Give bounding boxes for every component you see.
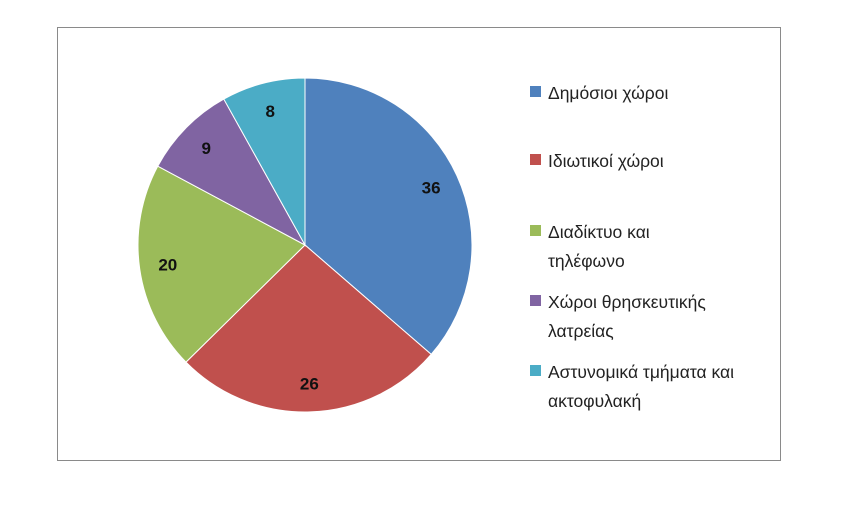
legend-label: Δημόσιοι χώροι (548, 83, 669, 103)
data-label-3: 9 (201, 139, 210, 158)
legend-label: Διαδίκτυο και τηλέφωνο (548, 222, 650, 271)
data-label-2: 20 (158, 256, 177, 275)
pie-slice-4 (223, 77, 306, 247)
legend-item-internet: Διαδίκτυο και τηλέφωνο (530, 218, 708, 276)
legend-item-religious: Χώροι θρησκευτικής λατρείας (530, 288, 763, 346)
pie-slice-3 (157, 98, 307, 247)
legend-swatch (530, 225, 541, 236)
data-label-0: 36 (422, 178, 441, 197)
data-label-4: 8 (265, 102, 274, 121)
legend-label: Ιδιωτικοί χώροι (548, 151, 664, 171)
pie-slice-2 (137, 165, 306, 363)
legend-item-public: Δημόσιοι χώροι (530, 79, 778, 108)
legend-item-police: Αστυνομικά τμήματα και ακτοφυλακή (530, 358, 768, 416)
legend-swatch (530, 295, 541, 306)
data-label-1: 26 (300, 375, 319, 394)
legend-swatch (530, 86, 541, 97)
legend-label: Αστυνομικά τμήματα και ακτοφυλακή (548, 362, 735, 411)
pie-slice-0 (304, 77, 473, 356)
legend-label: Χώροι θρησκευτικής λατρείας (548, 292, 706, 341)
legend-item-private: Ιδιωτικοί χώροι (530, 147, 778, 176)
pie-slice-1 (185, 244, 432, 413)
legend-swatch (530, 154, 541, 165)
legend-swatch (530, 365, 541, 376)
chart-frame (57, 27, 781, 461)
